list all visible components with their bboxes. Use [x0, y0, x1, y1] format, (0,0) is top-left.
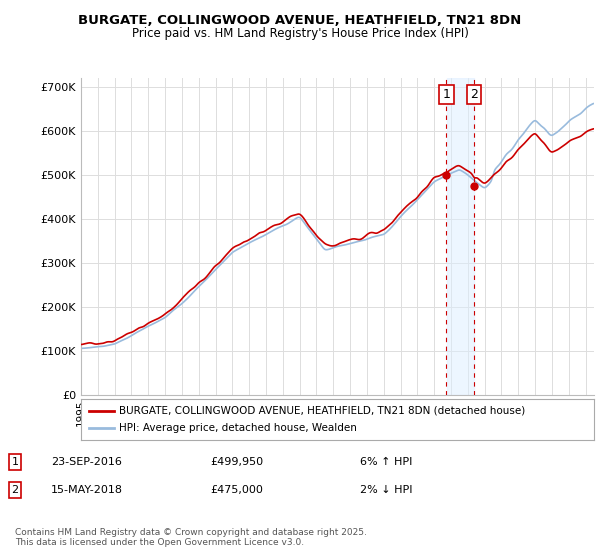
Text: BURGATE, COLLINGWOOD AVENUE, HEATHFIELD, TN21 8DN (detached house): BURGATE, COLLINGWOOD AVENUE, HEATHFIELD,…: [119, 405, 526, 416]
Text: 15-MAY-2018: 15-MAY-2018: [51, 485, 123, 495]
Text: 2: 2: [11, 485, 19, 495]
Text: 2: 2: [470, 88, 478, 101]
Text: £475,000: £475,000: [210, 485, 263, 495]
Text: HPI: Average price, detached house, Wealden: HPI: Average price, detached house, Weal…: [119, 423, 358, 433]
Text: BURGATE, COLLINGWOOD AVENUE, HEATHFIELD, TN21 8DN: BURGATE, COLLINGWOOD AVENUE, HEATHFIELD,…: [79, 14, 521, 27]
Text: 2% ↓ HPI: 2% ↓ HPI: [360, 485, 413, 495]
Text: Contains HM Land Registry data © Crown copyright and database right 2025.
This d: Contains HM Land Registry data © Crown c…: [15, 528, 367, 547]
Text: 1: 1: [443, 88, 451, 101]
Text: 23-SEP-2016: 23-SEP-2016: [51, 457, 122, 467]
Text: £499,950: £499,950: [210, 457, 263, 467]
Text: 6% ↑ HPI: 6% ↑ HPI: [360, 457, 412, 467]
Text: 1: 1: [11, 457, 19, 467]
Text: Price paid vs. HM Land Registry's House Price Index (HPI): Price paid vs. HM Land Registry's House …: [131, 27, 469, 40]
